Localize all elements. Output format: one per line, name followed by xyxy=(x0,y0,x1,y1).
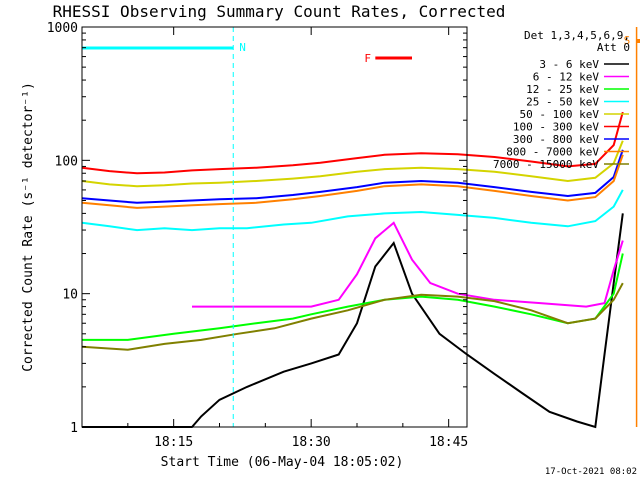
series-line-25-50-kev xyxy=(81,189,624,232)
timestamp: 17-Oct-2021 08:02 xyxy=(545,467,637,477)
saa-label: S xyxy=(624,34,631,47)
legend-label: 300 - 800 keV xyxy=(513,133,599,146)
series-line-3-6-kev xyxy=(82,213,624,429)
series-line-50-100-kev xyxy=(81,140,624,188)
legend-header: Att 0 xyxy=(597,41,630,54)
series-line-12-25-kev xyxy=(82,253,624,341)
series-line-100-300-kev xyxy=(81,111,624,175)
legend-label: 6 - 12 keV xyxy=(533,71,600,84)
y-tick-label: 100 xyxy=(55,154,78,169)
series-line-300-800-kev xyxy=(81,149,624,204)
x-axis-label: Start Time (06-May-04 18:05:02) xyxy=(161,455,404,470)
series-line-6-12-kev xyxy=(192,221,624,308)
y-tick-label: 1000 xyxy=(47,21,78,36)
series-layer xyxy=(81,111,624,429)
night-label: N xyxy=(239,41,246,54)
chart-title: RHESSI Observing Summary Count Rates, Co… xyxy=(53,2,506,21)
y-tick-label: 1 xyxy=(70,421,78,436)
y-axis-label: Corrected Count Rate (s⁻¹ detector⁻¹) xyxy=(21,82,36,372)
y-tick-label: 10 xyxy=(62,288,78,303)
axis-ticks: 18:15 18:30 18:45 1 10 100 1000 xyxy=(47,21,469,450)
legend-header: Det 1,3,4,5,6,9, xyxy=(524,29,630,42)
plot-frame xyxy=(81,26,468,428)
legend-label: 800 - 7000 keV xyxy=(506,146,599,159)
legend-label: 3 - 6 keV xyxy=(539,58,599,71)
legend-label: 7000 - 15000 keV xyxy=(493,158,599,171)
legend-label: 50 - 100 keV xyxy=(520,108,600,121)
flare-label: F xyxy=(364,52,371,65)
series-line-800-7000-kev xyxy=(81,154,624,209)
legend-label: 12 - 25 keV xyxy=(526,83,599,96)
legend-label: 100 - 300 keV xyxy=(513,121,599,134)
x-tick-label: 18:15 xyxy=(154,435,193,450)
x-tick-label: 18:45 xyxy=(429,435,468,450)
x-tick-label: 18:30 xyxy=(292,435,331,450)
legend-label: 25 - 50 keV xyxy=(526,96,599,109)
annotation-layer: N F S xyxy=(82,27,640,427)
series-line-7000-15000-kev xyxy=(81,282,624,351)
